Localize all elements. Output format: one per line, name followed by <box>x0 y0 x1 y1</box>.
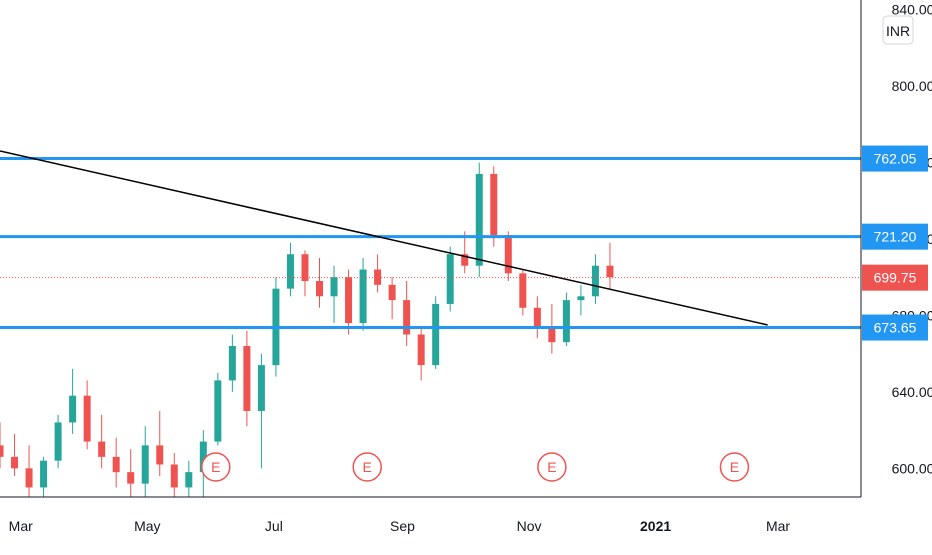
candle-body <box>359 269 367 324</box>
currency-badge <box>882 15 914 45</box>
level-price-label: 721.20 <box>874 229 917 245</box>
x-tick-label: Mar <box>766 518 790 534</box>
candle-body <box>330 277 338 297</box>
candle-body <box>25 468 33 488</box>
earnings-marker-label: E <box>730 459 739 475</box>
candle-body <box>316 280 324 297</box>
candle-body <box>432 303 440 366</box>
earnings-marker <box>719 452 750 482</box>
candle-body <box>69 395 77 423</box>
earnings-marker <box>352 452 382 482</box>
trendline <box>0 150 768 326</box>
y-tick-label: 600.00 <box>892 460 932 476</box>
candle-body <box>446 254 454 304</box>
candle-body <box>417 334 425 366</box>
candle-body <box>301 254 309 281</box>
candles-layer <box>0 162 614 497</box>
earnings-marker <box>537 452 567 482</box>
candle-body <box>112 456 120 473</box>
earnings-marker-label: E <box>363 459 372 475</box>
currency-label: INR <box>886 23 910 39</box>
candle-body <box>156 445 164 465</box>
candle-body <box>388 284 396 301</box>
candle-body <box>40 460 48 488</box>
x-tick-label: Jul <box>265 518 283 534</box>
x-tick-label: 2021 <box>640 518 671 534</box>
candle-body <box>185 472 193 488</box>
level-price-tag <box>862 223 928 250</box>
earnings-marker-label: E <box>547 459 556 475</box>
candle-body <box>199 441 207 473</box>
candle-body <box>286 254 294 289</box>
y-tick-label: 800.00 <box>892 78 932 94</box>
level-price-tag <box>862 145 928 172</box>
candle-body <box>533 307 541 327</box>
candle-body <box>562 300 570 343</box>
x-tick-label: May <box>134 518 160 534</box>
last-price-tag <box>862 264 928 291</box>
earnings-marker <box>201 452 231 482</box>
trendline-layer <box>0 150 768 326</box>
y-tick-label: 640.00 <box>892 384 932 400</box>
candle-body <box>228 345 236 381</box>
candle-body <box>403 300 411 335</box>
candle-body <box>591 265 599 297</box>
levels-layer <box>0 157 861 330</box>
candle-body <box>577 296 585 301</box>
candle-body <box>548 326 556 343</box>
candle-body <box>461 254 469 266</box>
candle-body <box>0 445 4 457</box>
candle-body <box>475 173 483 266</box>
candle-body <box>243 345 251 411</box>
candle-body <box>83 395 91 442</box>
level-price-label: 762.05 <box>874 151 917 167</box>
y-tick-label: 840.00 <box>892 2 932 18</box>
candle-body <box>214 380 222 442</box>
candle-body <box>257 365 265 411</box>
level-price-label: 673.65 <box>874 320 917 336</box>
candle-body <box>98 441 106 457</box>
candle-body <box>504 235 512 274</box>
candle-body <box>374 269 382 285</box>
candle-body <box>170 464 178 488</box>
x-tick-label: Sep <box>390 518 415 534</box>
candle-body <box>519 273 527 308</box>
candle-body <box>141 445 149 484</box>
earnings-marker-label: E <box>211 459 220 475</box>
last-price-label: 699.75 <box>874 270 917 286</box>
candle-body <box>345 277 353 324</box>
candle-body <box>11 456 19 469</box>
candle-body <box>606 265 614 278</box>
candle-body <box>490 173 498 236</box>
candle-body <box>54 422 62 461</box>
level-price-tag <box>862 314 928 341</box>
candle-body <box>127 472 135 484</box>
x-tick-label: Mar <box>9 518 33 534</box>
x-tick-label: Nov <box>517 518 542 534</box>
